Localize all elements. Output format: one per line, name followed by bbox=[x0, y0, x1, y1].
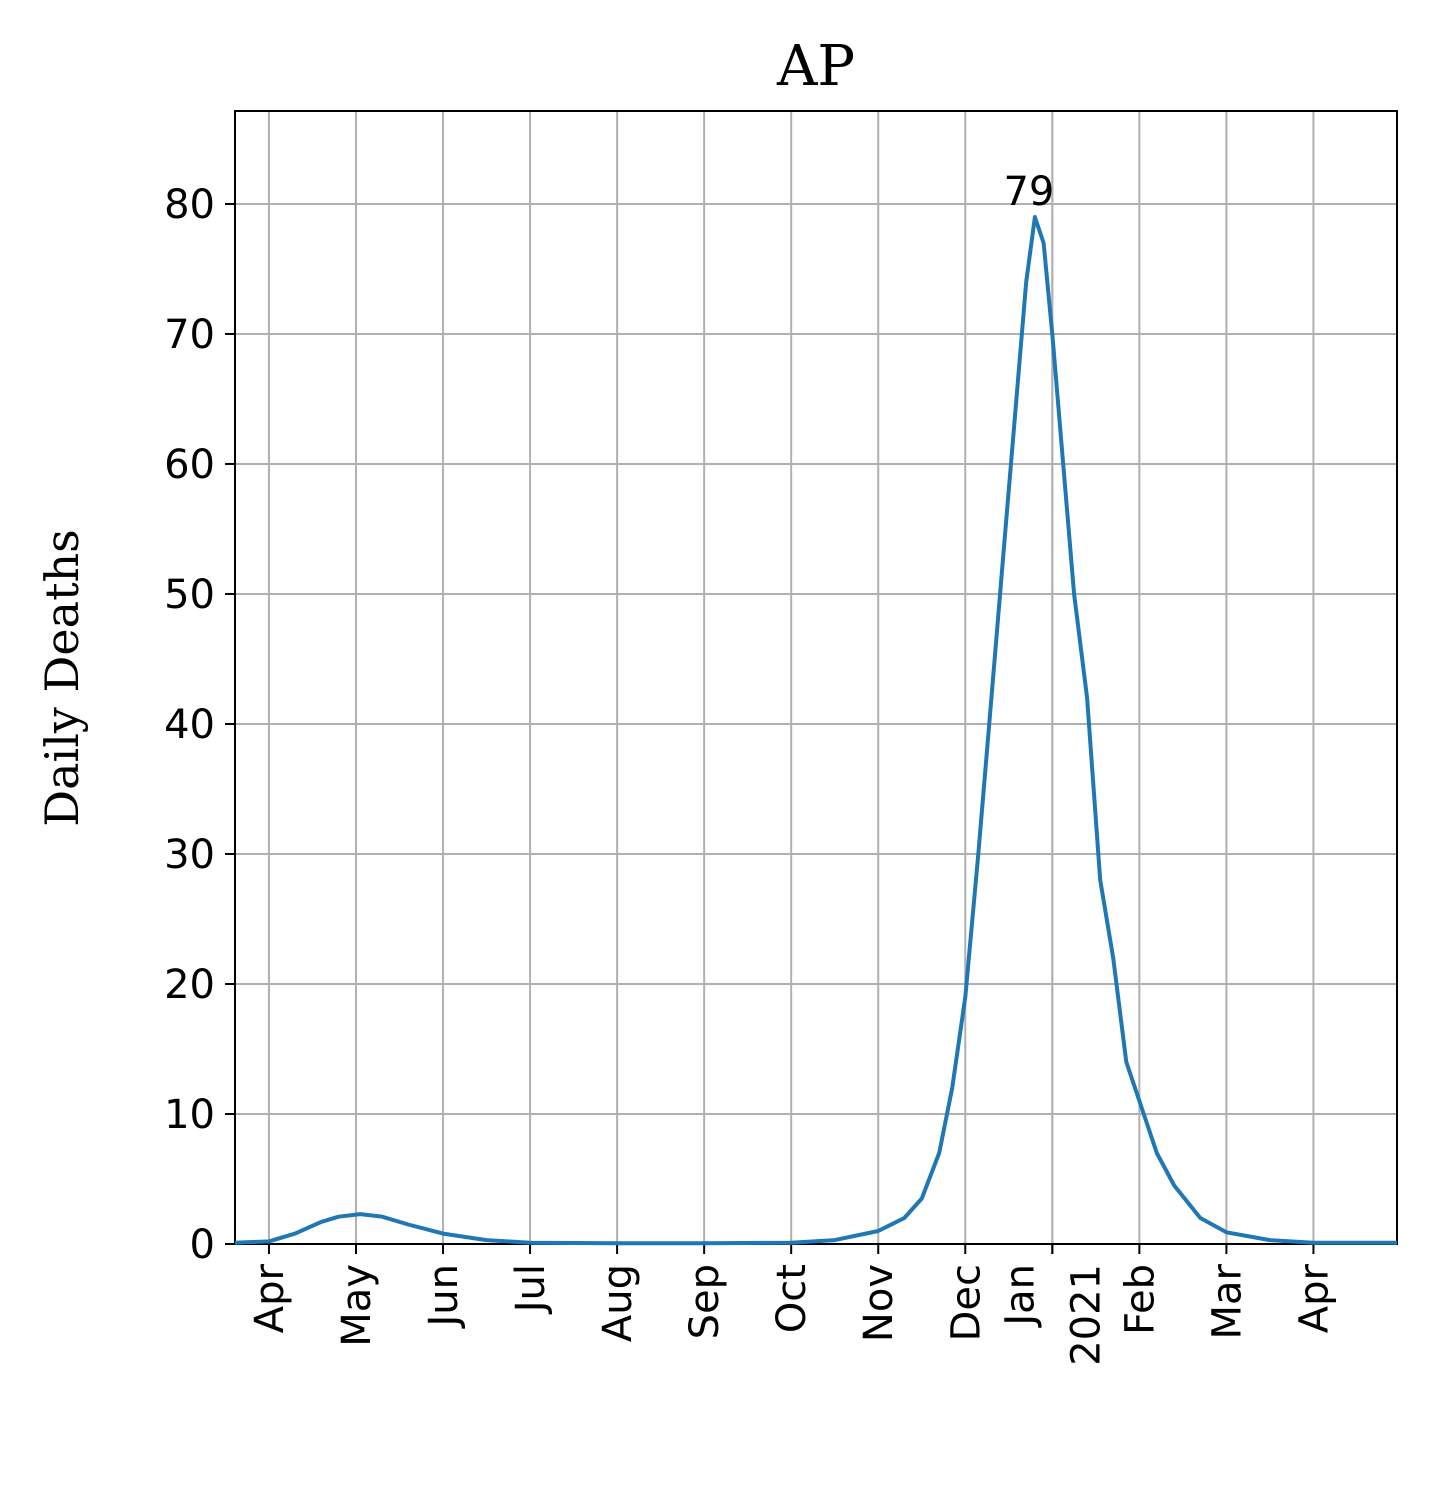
x-tick-label: May bbox=[334, 1264, 380, 1347]
y-tick-label: 50 bbox=[164, 572, 215, 618]
chart-title: AP bbox=[776, 34, 855, 99]
x-tick-label: Dec bbox=[943, 1264, 989, 1341]
x-tick-label: Oct bbox=[769, 1264, 815, 1333]
y-tick-label: 60 bbox=[164, 442, 215, 488]
line-series bbox=[234, 215, 1397, 1246]
y-tick-label: 0 bbox=[190, 1222, 215, 1268]
peak-label: 79 bbox=[1003, 169, 1054, 215]
y-tick-label: 80 bbox=[164, 182, 215, 228]
x-tick-label: Apr bbox=[247, 1263, 293, 1333]
y-axis-label: Daily Deaths bbox=[35, 529, 89, 827]
plot-frame bbox=[234, 110, 1398, 1245]
x-tick-label: Apr bbox=[1291, 1263, 1337, 1333]
y-tick-label: 20 bbox=[164, 962, 215, 1008]
x-tick-label: Aug bbox=[595, 1264, 641, 1342]
x-tick-label: Jul bbox=[508, 1264, 554, 1315]
x-tick-label: Sep bbox=[682, 1264, 728, 1339]
x-tick-label: Jun bbox=[421, 1264, 467, 1330]
x-tick-label: 2021 bbox=[1063, 1264, 1109, 1366]
x-tick-label: Mar bbox=[1204, 1263, 1250, 1339]
y-tick-label: 30 bbox=[164, 832, 215, 878]
y-tick-label: 40 bbox=[164, 702, 215, 748]
x-tick-label: Nov bbox=[856, 1264, 902, 1342]
x-tick-label: Feb bbox=[1117, 1264, 1163, 1335]
y-tick-label: 10 bbox=[164, 1092, 215, 1138]
y-tick-label: 70 bbox=[164, 312, 215, 358]
x-tick-label: Jan bbox=[997, 1264, 1043, 1329]
